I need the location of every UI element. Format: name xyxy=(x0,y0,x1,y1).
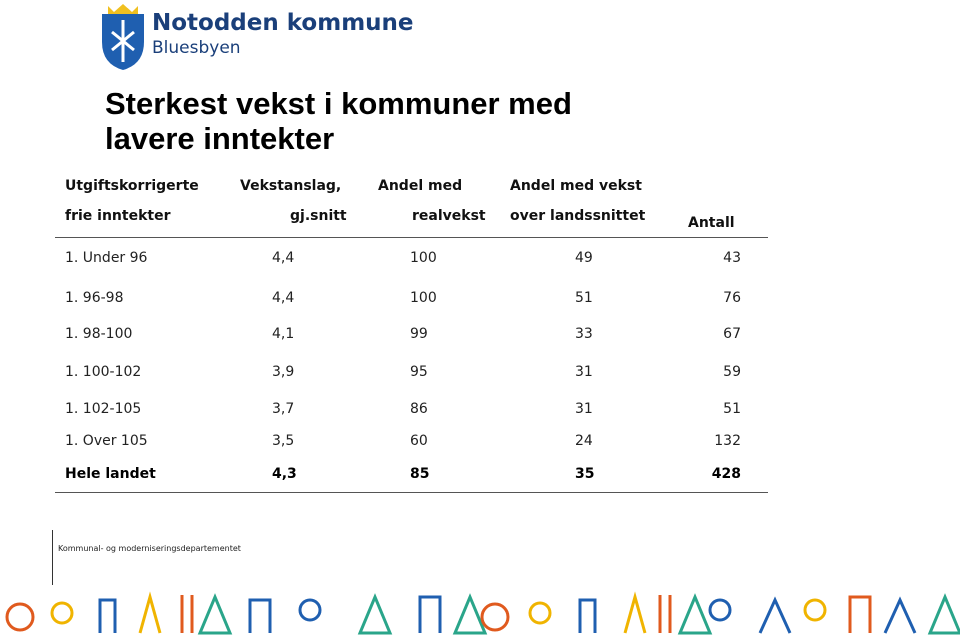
logo-crest xyxy=(102,4,144,70)
column-header: Utgiftskorrigerte xyxy=(65,178,199,194)
table-cell: 1. 96-98 xyxy=(65,290,124,306)
rule xyxy=(55,237,768,238)
table-cell: 43 xyxy=(723,250,741,266)
icon-strip xyxy=(5,591,960,635)
column-header: Andel med xyxy=(378,178,463,194)
table-cell: 76 xyxy=(723,290,741,306)
column-header: Vekstanslag, xyxy=(240,178,342,194)
column-header: gj.snitt xyxy=(290,208,347,224)
table-cell: 1. 100-102 xyxy=(65,364,142,380)
table-cell: 95 xyxy=(410,364,428,380)
table-cell: 67 xyxy=(723,326,741,342)
table-cell: 35 xyxy=(575,466,595,482)
org-tagline: Bluesbyen xyxy=(152,38,241,58)
table-cell: 4,1 xyxy=(272,326,295,342)
table-cell: 85 xyxy=(410,466,430,482)
table-cell: 51 xyxy=(723,401,741,417)
table-cell: 4,4 xyxy=(272,250,295,266)
table-cell: 1. Under 96 xyxy=(65,250,148,266)
table-cell: 99 xyxy=(410,326,428,342)
table-cell: 4,3 xyxy=(272,466,297,482)
org-name: Notodden kommune xyxy=(152,10,414,36)
table-cell: 1. Over 105 xyxy=(65,433,148,449)
table-cell: 33 xyxy=(575,326,593,342)
table-cell: 31 xyxy=(575,364,593,380)
table-cell: 86 xyxy=(410,401,428,417)
table-cell: 1. 102-105 xyxy=(65,401,142,417)
footer: Kommunal- og moderniseringsdepartementet xyxy=(58,544,241,553)
column-header: frie inntekter xyxy=(65,208,171,224)
table-cell: 100 xyxy=(410,290,437,306)
column-header: over landssnittet xyxy=(510,208,646,224)
table-cell: 132 xyxy=(714,433,741,449)
table-cell: 1. 98-100 xyxy=(65,326,133,342)
table-cell: 4,4 xyxy=(272,290,295,306)
rule xyxy=(55,492,768,493)
column-header: realvekst xyxy=(412,208,486,224)
table-cell: Hele landet xyxy=(65,466,156,482)
column-header: Andel med vekst xyxy=(510,178,642,194)
table-cell: 49 xyxy=(575,250,593,266)
table-cell: 3,5 xyxy=(272,433,295,449)
table-cell: 24 xyxy=(575,433,593,449)
table-cell: 3,9 xyxy=(272,364,295,380)
title-line: lavere inntekter xyxy=(105,121,335,156)
rule xyxy=(52,530,53,585)
table-cell: 51 xyxy=(575,290,593,306)
table-cell: 59 xyxy=(723,364,741,380)
title-line: Sterkest vekst i kommuner med xyxy=(105,86,572,121)
table-cell: 100 xyxy=(410,250,437,266)
table-cell: 60 xyxy=(410,433,428,449)
table-cell: 3,7 xyxy=(272,401,295,417)
table-cell: 428 xyxy=(711,466,741,482)
column-header: Antall xyxy=(688,215,735,231)
table-cell: 31 xyxy=(575,401,593,417)
